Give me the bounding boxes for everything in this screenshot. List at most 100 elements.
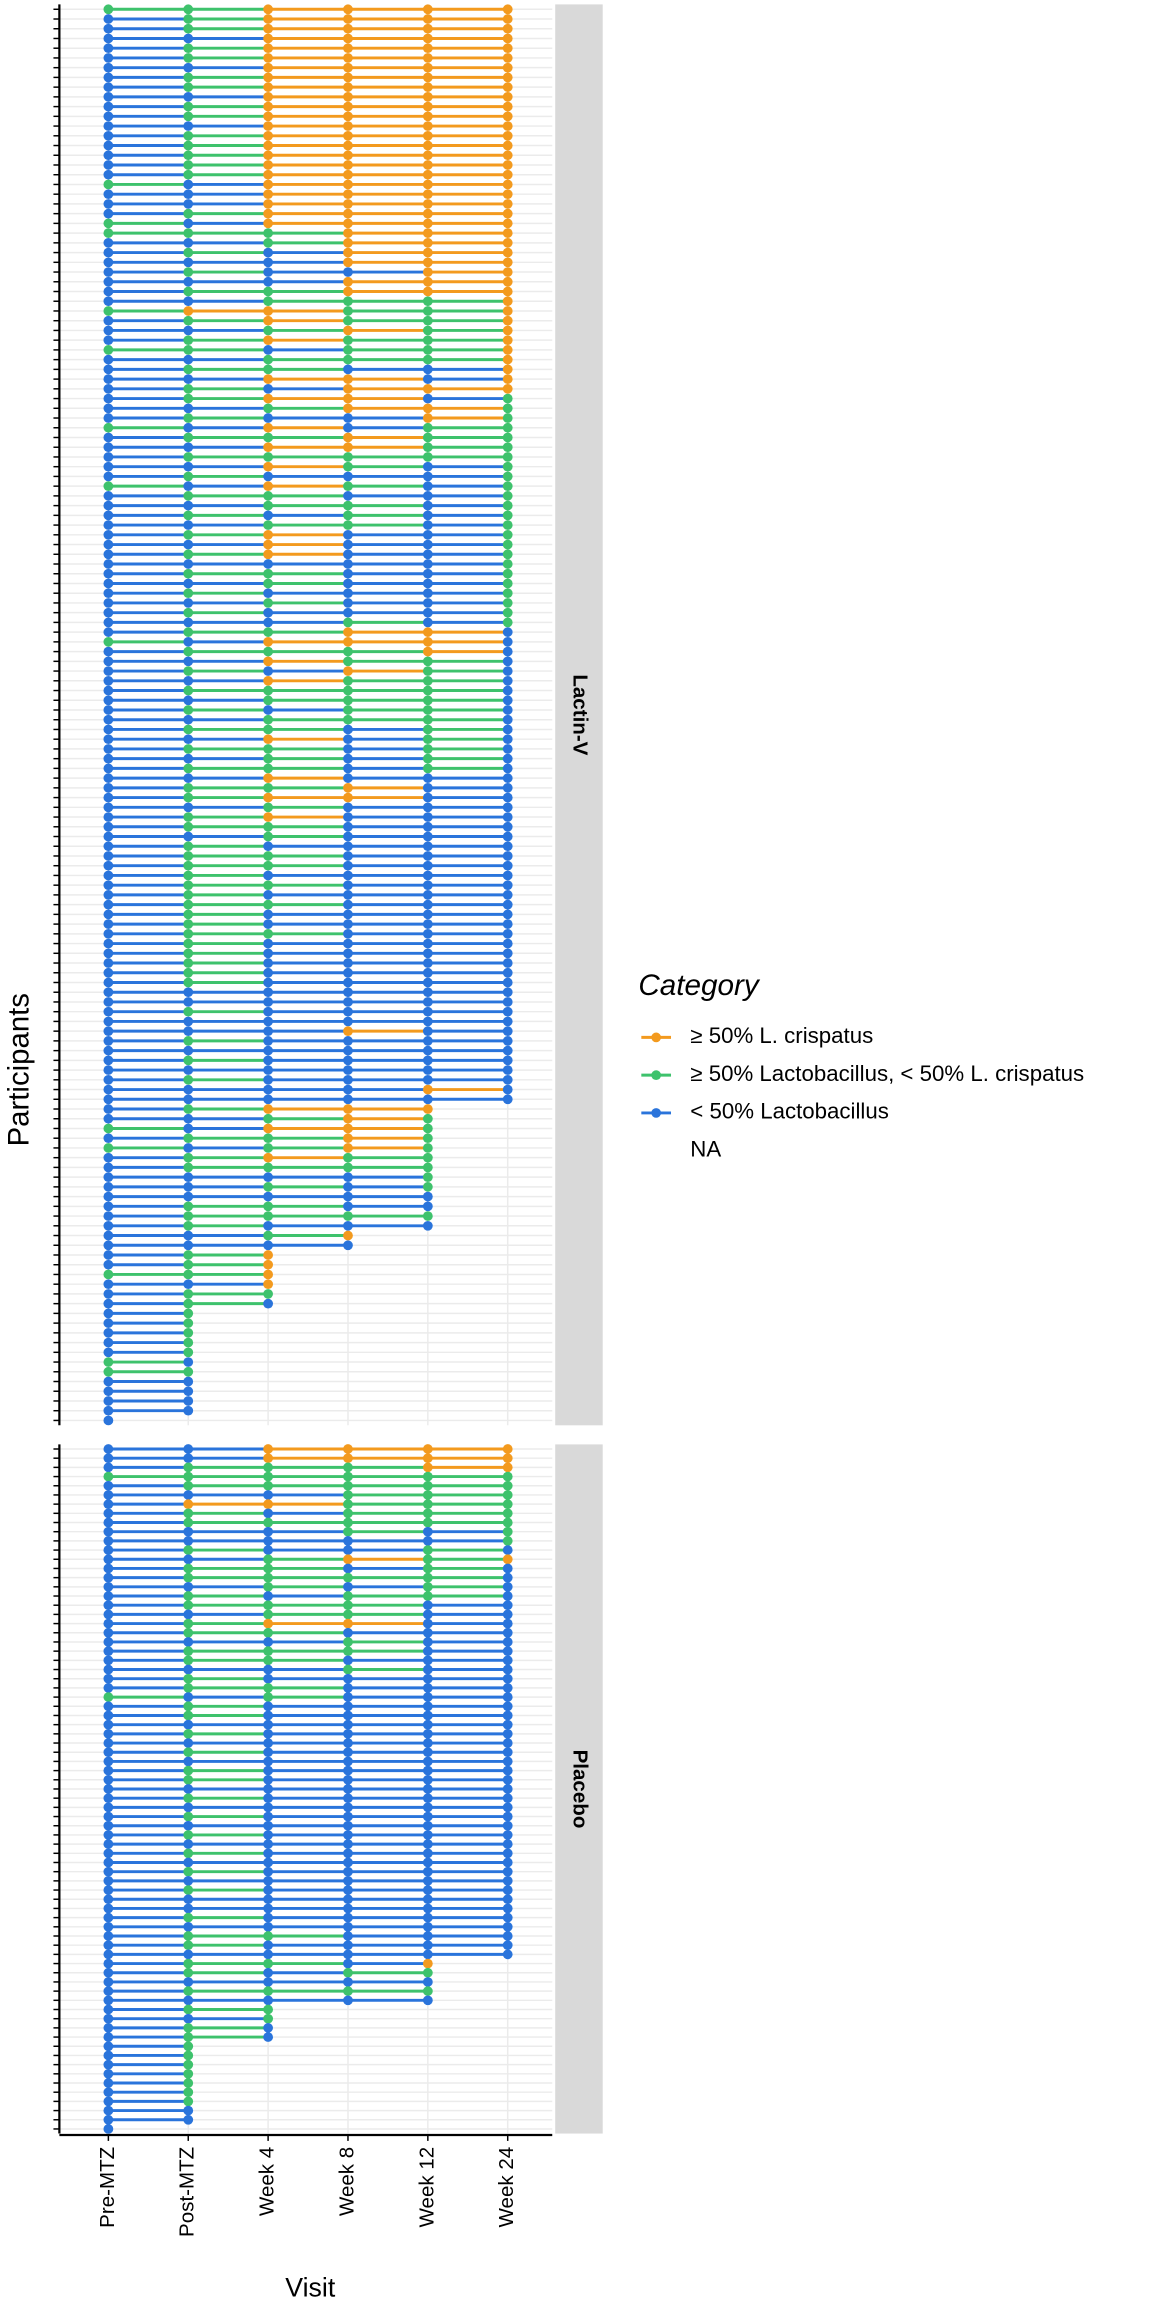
visit-point — [183, 617, 194, 628]
visit-point — [183, 4, 194, 15]
visit-point — [103, 1885, 114, 1895]
visit-point — [422, 257, 433, 268]
visit-point — [422, 1201, 433, 1212]
visit-point — [502, 1563, 513, 1574]
x-tick-label: Week 24 — [495, 2147, 518, 2228]
visit-point — [263, 1279, 274, 1290]
visit-point — [502, 909, 513, 920]
visit-point — [183, 1152, 194, 1163]
visit-point — [183, 1747, 194, 1758]
visit-point — [502, 841, 513, 852]
visit-point — [183, 1683, 194, 1693]
visit-point — [343, 150, 353, 161]
visit-point — [263, 695, 274, 706]
visit-point — [502, 1692, 513, 1702]
visit-point — [103, 529, 114, 540]
visit-point — [103, 1774, 114, 1785]
visit-point — [183, 695, 194, 706]
visit-point — [103, 1637, 114, 1647]
visit-point — [422, 1977, 433, 1987]
visit-point — [422, 821, 433, 832]
visit-point — [422, 520, 433, 530]
visit-point — [103, 1123, 114, 1134]
visit-point — [343, 1747, 353, 1758]
visit-point — [422, 1074, 433, 1085]
visit-point — [263, 1903, 274, 1914]
visit-point — [103, 315, 114, 326]
visit-point — [343, 598, 353, 608]
visit-point — [502, 335, 513, 346]
visit-point — [263, 559, 274, 569]
visit-point — [263, 598, 274, 608]
visit-point — [502, 598, 513, 608]
visit-point — [343, 237, 353, 248]
visit-point — [103, 2032, 114, 2042]
visit-point — [263, 72, 274, 83]
visit-point — [343, 1554, 353, 1565]
visit-point — [263, 909, 274, 920]
visit-point — [183, 43, 194, 54]
visit-point — [263, 529, 274, 540]
visit-point — [103, 471, 114, 482]
visit-point — [183, 199, 194, 209]
visit-point — [422, 286, 433, 297]
visit-point — [103, 802, 114, 813]
visit-point — [502, 1940, 513, 1951]
visit-point — [103, 938, 114, 949]
visit-point — [103, 1220, 114, 1231]
visit-point — [502, 685, 513, 696]
visit-point — [103, 1298, 114, 1309]
visit-point — [343, 1499, 353, 1509]
visit-point — [502, 627, 513, 637]
visit-point — [343, 1848, 353, 1859]
visit-point — [502, 1655, 513, 1666]
visit-point — [183, 267, 194, 277]
visit-point — [343, 617, 353, 628]
visit-point — [422, 899, 433, 910]
visit-point — [422, 1113, 433, 1124]
visit-point — [502, 890, 513, 900]
visit-point — [263, 1609, 274, 1620]
visit-point — [183, 1055, 194, 1066]
visit-point — [263, 179, 274, 190]
visit-point — [183, 228, 194, 238]
visit-point — [343, 1084, 353, 1095]
visit-point — [103, 646, 114, 657]
visit-point — [263, 568, 274, 579]
visit-point — [263, 1949, 274, 1960]
visit-point — [103, 1728, 114, 1739]
visit-point — [343, 578, 353, 589]
points — [103, 4, 513, 2134]
visit-point — [263, 851, 274, 861]
visit-point — [263, 413, 274, 423]
visit-point — [422, 997, 433, 1007]
visit-point — [103, 383, 114, 394]
visit-point — [263, 1756, 274, 1767]
visit-point — [263, 130, 274, 141]
visit-point — [263, 1738, 274, 1748]
visit-point — [183, 958, 194, 968]
visit-point — [422, 1756, 433, 1767]
axes: Lactin-V Placebo Pre-MTZ Post-MTZ Week 4 Week… — [53, 4, 603, 2237]
visit-point — [183, 325, 194, 336]
visit-point — [263, 928, 274, 939]
visit-point — [422, 510, 433, 521]
visit-point — [422, 1692, 433, 1702]
visit-point — [343, 1931, 353, 1941]
visit-point — [502, 189, 513, 200]
visit-point — [502, 374, 513, 384]
visit-point — [103, 2105, 114, 2116]
visit-point — [103, 1462, 114, 1473]
visit-point — [502, 1765, 513, 1776]
visit-point — [103, 1609, 114, 1620]
visit-point — [422, 111, 433, 122]
visit-point — [343, 1609, 353, 1620]
visit-point — [183, 218, 194, 229]
visit-point — [103, 364, 114, 375]
visit-point — [263, 948, 274, 959]
visit-point — [422, 656, 433, 667]
visit-point — [343, 782, 353, 793]
visit-point — [103, 1719, 114, 1730]
visit-point — [103, 1084, 114, 1095]
visit-point — [422, 354, 433, 365]
